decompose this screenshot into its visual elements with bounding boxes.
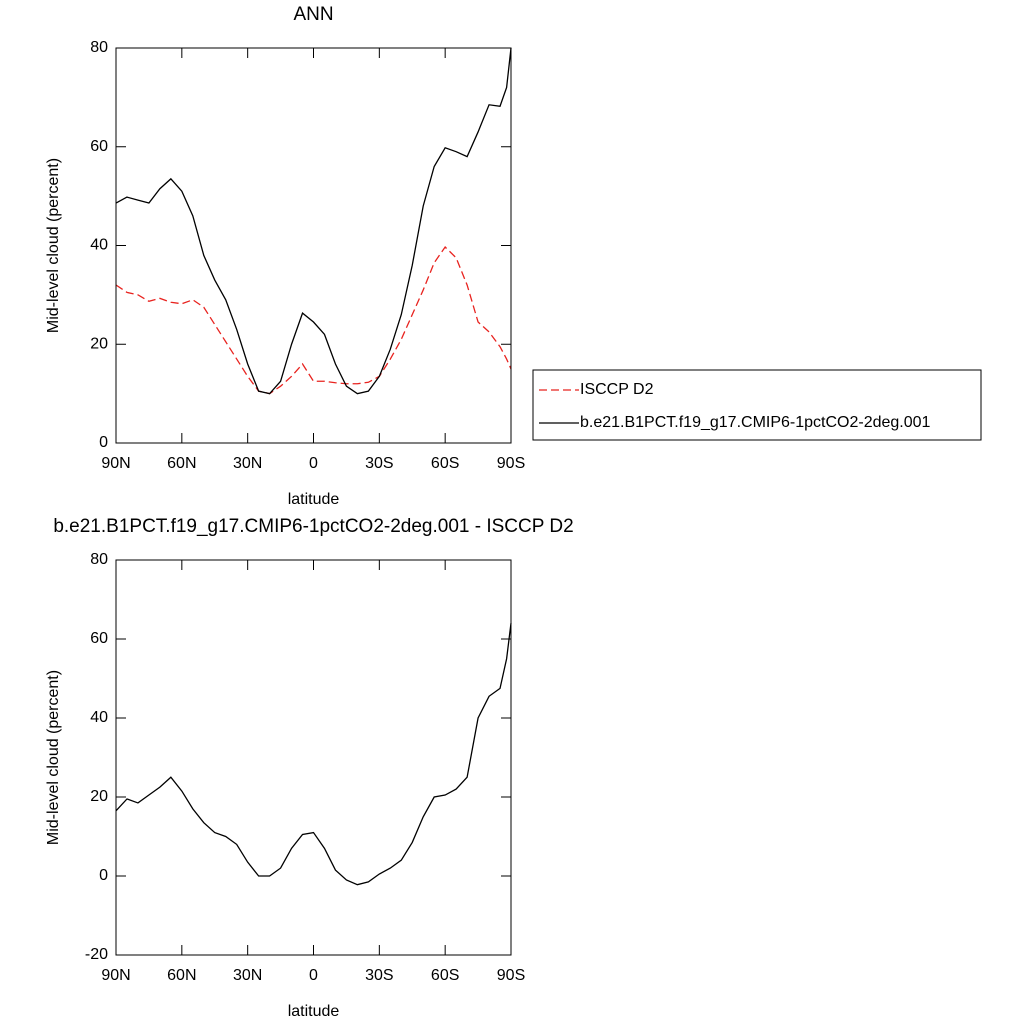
x-tick-label: 60N xyxy=(167,455,196,472)
x-tick-label: 30S xyxy=(365,455,393,472)
chart-title: ANN xyxy=(293,4,333,25)
x-axis-label: latitude xyxy=(288,491,340,508)
y-tick-label: 0 xyxy=(99,434,108,451)
x-tick-label: 30N xyxy=(233,455,262,472)
y-tick-label: 80 xyxy=(90,551,108,568)
x-tick-label: 0 xyxy=(309,455,318,472)
legend-label: b.e21.B1PCT.f19_g17.CMIP6-1pctCO2-2deg.0… xyxy=(580,414,931,431)
plot-frame xyxy=(115,47,512,444)
y-tick-label: 20 xyxy=(90,788,108,805)
x-tick-label: 90S xyxy=(497,455,525,472)
y-tick-label: 0 xyxy=(99,867,108,884)
legend-box xyxy=(532,369,982,441)
x-tick-label: 90S xyxy=(497,967,525,984)
x-tick-label: 60N xyxy=(167,967,196,984)
y-tick-label: 40 xyxy=(90,709,108,726)
y-tick-label: 40 xyxy=(90,237,108,254)
chart-title: b.e21.B1PCT.f19_g17.CMIP6-1pctCO2-2deg.0… xyxy=(53,516,573,537)
y-tick-label: -20 xyxy=(85,946,108,963)
x-tick-label: 60S xyxy=(431,967,459,984)
data-line xyxy=(115,47,512,395)
x-tick-label: 60S xyxy=(431,455,459,472)
plot-frame xyxy=(115,559,512,956)
x-axis-label: latitude xyxy=(288,1003,340,1020)
legend-label: ISCCP D2 xyxy=(580,381,654,398)
y-tick-label: 20 xyxy=(90,335,108,352)
x-tick-label: 0 xyxy=(309,967,318,984)
x-tick-label: 90N xyxy=(101,455,130,472)
x-tick-label: 90N xyxy=(101,967,130,984)
x-tick-label: 30S xyxy=(365,967,393,984)
y-tick-label: 80 xyxy=(90,39,108,56)
y-axis-label: Mid-level cloud (percent) xyxy=(45,670,62,845)
x-tick-label: 30N xyxy=(233,967,262,984)
y-tick-label: 60 xyxy=(90,630,108,647)
data-line xyxy=(115,245,512,395)
y-tick-label: 60 xyxy=(90,138,108,155)
data-line xyxy=(115,623,512,886)
y-axis-label: Mid-level cloud (percent) xyxy=(45,158,62,333)
